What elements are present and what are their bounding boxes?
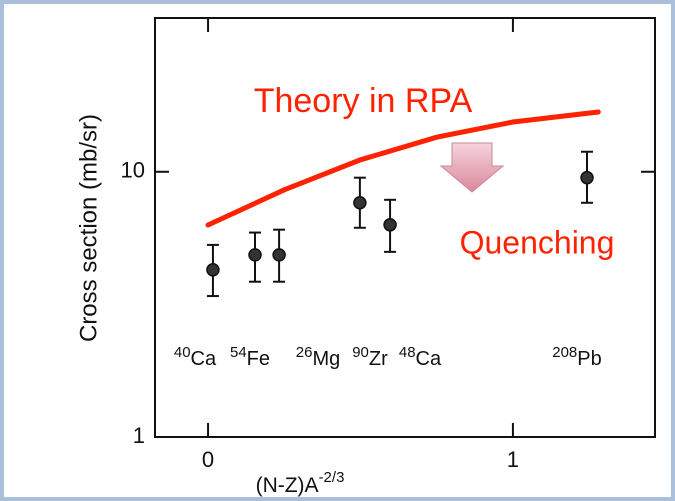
data-point: [248, 248, 262, 262]
data-point: [383, 218, 397, 232]
nuclide-mass: 208: [552, 344, 577, 361]
x-tick-label: 0: [202, 447, 214, 472]
data-point: [206, 263, 220, 277]
nuclide-mass: 54: [230, 344, 247, 361]
y-tick-label: 10: [121, 158, 145, 183]
x-tick-label: 1: [507, 447, 519, 472]
nuclide-label: 40Ca: [174, 344, 217, 370]
nuclide-label: 48Ca: [399, 344, 442, 370]
data-point: [580, 170, 594, 185]
nuclide-mass: 40: [174, 344, 191, 361]
quenching-arrow: [439, 142, 505, 193]
nuclide-element: Ca: [191, 348, 217, 370]
y-axis-label: Cross section (mb/sr): [75, 114, 102, 342]
nuclide-label: 54Fe: [230, 344, 270, 370]
theory-label: Theory in RPA: [254, 82, 473, 120]
nuclide-element: Ca: [416, 348, 442, 370]
nuclide-label: 26Mg: [296, 344, 340, 370]
x-axis-label: (N-Z)A-2/3: [256, 469, 345, 497]
x-axis-label-exponent: -2/3: [319, 469, 345, 486]
data-point: [353, 196, 367, 210]
nuclide-mass: 26: [296, 344, 313, 361]
nuclide-label: 208Pb: [552, 344, 602, 370]
quenching-label: Quenching: [460, 224, 615, 260]
nuclide-mass: 90: [352, 344, 369, 361]
nuclide-element: Pb: [577, 348, 601, 370]
x-axis-label-base: (N-Z)A: [256, 474, 319, 497]
plot-frame: [154, 17, 656, 438]
nuclide-element: Zr: [369, 348, 388, 370]
y-tick-label: 1: [133, 423, 145, 448]
data-point: [272, 248, 286, 262]
nuclide-element: Fe: [247, 348, 270, 370]
theory-curve: [205, 109, 601, 228]
nuclide-element: Mg: [312, 348, 340, 370]
nuclide-label: 90Zr: [352, 344, 388, 370]
nuclide-mass: 48: [399, 344, 416, 361]
